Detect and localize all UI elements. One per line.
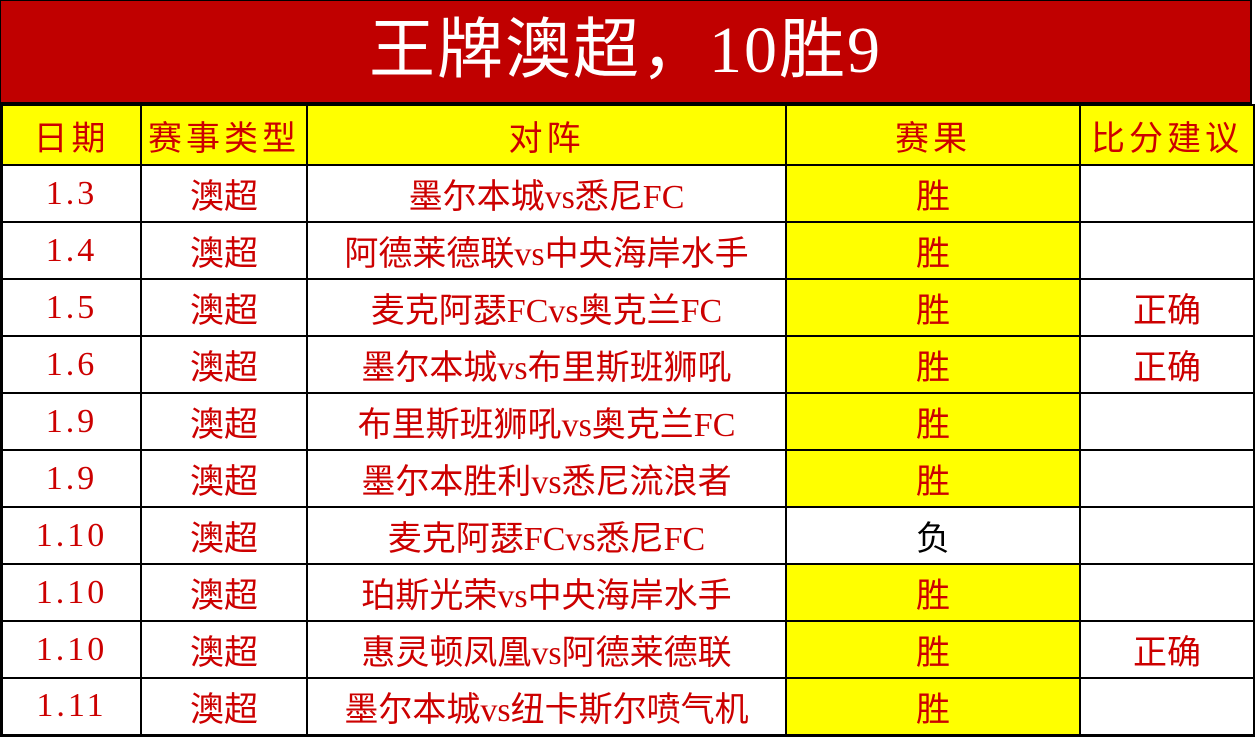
table-row: 1.10 澳超 麦克阿瑟FCvs悉尼FC 负 [1,506,1255,565]
cell-date: 1.6 [1,335,142,394]
cell-advice [1079,506,1255,565]
cell-result: 胜 [785,449,1081,508]
cell-date: 1.4 [1,221,142,280]
table-row: 1.5 澳超 麦克阿瑟FCvs奥克兰FC 胜正确 [1,278,1255,337]
cell-date: 1.10 [1,506,142,565]
column-header-date: 日期 [1,104,142,166]
cell-result: 负 [785,506,1081,565]
results-table: 日期 赛事类型 对阵 赛果 比分建议 1.3 澳超 墨尔本城vs悉尼FC 胜 1.4 澳超 阿德莱德… [1,104,1255,737]
cell-type: 澳超 [140,221,308,280]
cell-date: 1.11 [1,677,142,737]
cell-type: 澳超 [140,677,308,737]
table-row: 1.6 澳超 墨尔本城vs布里斯班狮吼胜正确 [1,335,1255,394]
cell-match: 惠灵顿凤凰vs阿德莱德联 [306,620,787,679]
table-body: 1.3 澳超 墨尔本城vs悉尼FC 胜 1.4 澳超 阿德莱德联vs中央海岸水手胜 1.5 澳超… [1,164,1255,737]
table-row: 1.10 澳超 惠灵顿凤凰vs阿德莱德联胜正确 [1,620,1255,679]
cell-result: 胜 [785,221,1081,280]
cell-date: 1.3 [1,164,142,223]
cell-type: 澳超 [140,563,308,622]
cell-date: 1.10 [1,620,142,679]
table-row: 1.4 澳超 阿德莱德联vs中央海岸水手胜 [1,221,1255,280]
cell-result: 胜 [785,164,1081,223]
column-header-advice: 比分建议 [1079,104,1255,166]
column-header-match: 对阵 [306,104,787,166]
column-header-type: 赛事类型 [140,104,308,166]
cell-type: 澳超 [140,335,308,394]
cell-match: 麦克阿瑟FCvs悉尼FC [306,506,787,565]
column-header-result: 赛果 [785,104,1081,166]
table-row: 1.10 澳超 珀斯光荣vs中央海岸水手胜 [1,563,1255,622]
cell-advice [1079,677,1255,737]
cell-date: 1.10 [1,563,142,622]
cell-match: 阿德莱德联vs中央海岸水手 [306,221,787,280]
cell-match: 布里斯班狮吼vs奥克兰FC [306,392,787,451]
cell-match: 墨尔本城vs纽卡斯尔喷气机 [306,677,787,737]
table-header-row: 日期 赛事类型 对阵 赛果 比分建议 [1,104,1255,166]
cell-type: 澳超 [140,449,308,508]
cell-match: 墨尔本胜利vs悉尼流浪者 [306,449,787,508]
cell-advice: 正确 [1079,335,1255,394]
cell-date: 1.9 [1,392,142,451]
cell-type: 澳超 [140,620,308,679]
cell-match: 珀斯光荣vs中央海岸水手 [306,563,787,622]
cell-result: 胜 [785,278,1081,337]
cell-match: 墨尔本城vs悉尼FC [306,164,787,223]
table-row: 1.9 澳超 墨尔本胜利vs悉尼流浪者胜 [1,449,1255,508]
cell-advice [1079,164,1255,223]
cell-advice [1079,392,1255,451]
table-row: 1.11 澳超 墨尔本城vs纽卡斯尔喷气机胜 [1,677,1255,737]
cell-match: 墨尔本城vs布里斯班狮吼 [306,335,787,394]
cell-date: 1.5 [1,278,142,337]
cell-result: 胜 [785,563,1081,622]
cell-result: 胜 [785,335,1081,394]
cell-result: 胜 [785,620,1081,679]
cell-type: 澳超 [140,164,308,223]
cell-match: 麦克阿瑟FCvs奥克兰FC [306,278,787,337]
results-card: 王牌澳超，10胜9 日期 赛事类型 对阵 赛果 比分建议 1.3 澳超 墨尔本城vs悉尼FC… [0,0,1255,737]
table-row: 1.9 澳超 布里斯班狮吼vs奥克兰FC 胜 [1,392,1255,451]
cell-advice [1079,563,1255,622]
cell-date: 1.9 [1,449,142,508]
cell-result: 胜 [785,392,1081,451]
cell-type: 澳超 [140,506,308,565]
cell-advice: 正确 [1079,278,1255,337]
page-title: 王牌澳超，10胜9 [1,1,1252,104]
cell-advice: 正确 [1079,620,1255,679]
cell-type: 澳超 [140,278,308,337]
cell-type: 澳超 [140,392,308,451]
table-row: 1.3 澳超 墨尔本城vs悉尼FC 胜 [1,164,1255,223]
cell-advice [1079,221,1255,280]
cell-advice [1079,449,1255,508]
cell-result: 胜 [785,677,1081,737]
